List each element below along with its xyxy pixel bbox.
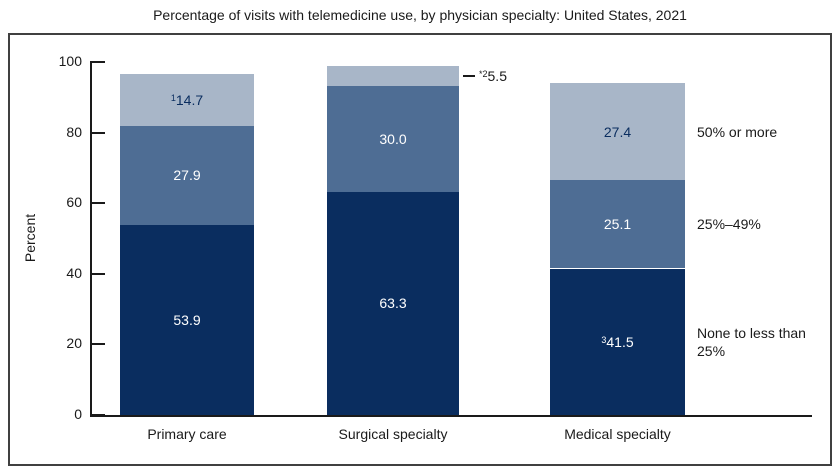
x-category-label: Surgical specialty	[338, 426, 448, 442]
bar-segment	[120, 126, 254, 225]
y-axis-tick	[90, 272, 105, 275]
bar-value-label: 27.9	[173, 167, 201, 184]
x-axis-line	[90, 415, 812, 417]
chart-plot-box: Percent 0 20 40 60 80 100 53.9 27.9 114.7 Primary…	[8, 33, 832, 466]
y-axis-tick	[90, 202, 105, 205]
footnote-marker: 1	[170, 93, 176, 104]
callout-line	[463, 74, 475, 77]
legend-label: 50% or more	[697, 123, 778, 140]
bar-value-label: 63.3	[379, 295, 407, 312]
y-axis-tick-label: 60	[66, 194, 82, 211]
x-category-label: Medical specialty	[564, 426, 671, 442]
chart-title: Percentage of visits with telemedicine u…	[153, 7, 687, 23]
x-category-label: Primary care	[147, 426, 227, 442]
bar-segment	[550, 268, 685, 415]
bar-value-label: *25.5	[479, 67, 507, 84]
footnote-marker: 3	[601, 334, 607, 345]
legend-label: None to less than 25%	[697, 324, 806, 359]
footnote-marker: *2	[479, 68, 488, 79]
y-axis-tick-label: 0	[74, 406, 82, 422]
y-axis-tick	[90, 131, 105, 134]
bar-value-label: 27.4	[603, 123, 632, 140]
legend-label: 25%–49%	[697, 216, 761, 233]
y-axis-tick	[90, 343, 105, 346]
bar-segment	[120, 74, 254, 127]
bar-segment	[327, 85, 459, 192]
y-axis-tick	[90, 414, 105, 416]
y-axis-tick-label: 100	[58, 53, 82, 69]
bar-value-label: 341.5	[601, 333, 634, 350]
y-axis-line	[90, 62, 92, 417]
bar-segment	[120, 224, 254, 415]
bar-value-label: 30.0	[379, 130, 407, 147]
bar-segment	[327, 66, 459, 86]
y-axis-tick-label: 80	[66, 123, 82, 140]
y-axis-tick-label: 40	[66, 264, 82, 281]
bar-value-label: 25.1	[603, 216, 632, 233]
y-axis-tick-label: 20	[66, 335, 82, 352]
bar-segment	[550, 179, 685, 269]
bar-segment	[550, 83, 685, 180]
bar-value-label: 114.7	[170, 92, 204, 109]
plot-area: 0 20 40 60 80 100 53.9 27.9 114.7 Primary care 63.…	[10, 35, 830, 464]
y-axis-tick	[90, 61, 105, 63]
bar-value-label: 53.9	[173, 311, 201, 328]
bar-segment	[327, 191, 459, 415]
